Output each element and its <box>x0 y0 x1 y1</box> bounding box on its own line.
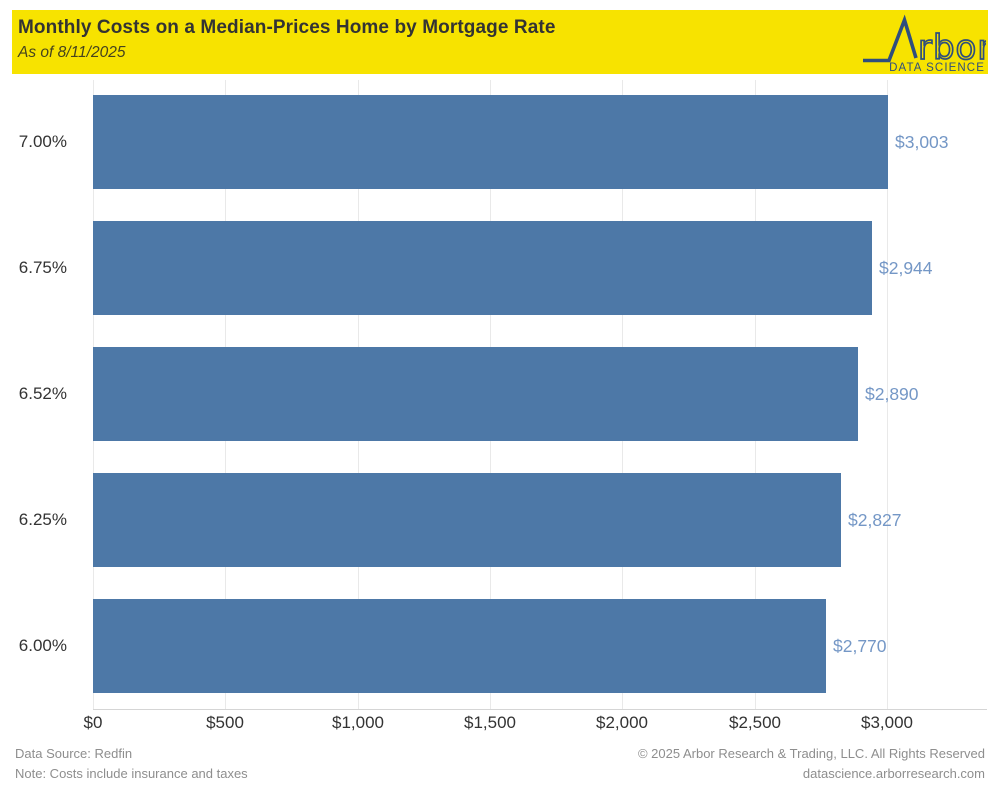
footer-left: Data Source: Redfin Note: Costs include … <box>15 744 248 784</box>
footer-url: datascience.arborresearch.com <box>802 766 985 781</box>
value-label: $2,944 <box>879 257 933 278</box>
page-subtitle: As of 8/11/2025 <box>18 44 126 61</box>
bar <box>93 221 872 315</box>
bar-row: 6.00% $2,770 <box>19 599 987 693</box>
value-label: $3,003 <box>895 131 949 152</box>
bar-row: 6.75% $2,944 <box>19 221 987 315</box>
x-tick-label: $1,500 <box>464 713 516 732</box>
category-label: 6.00% <box>18 636 67 655</box>
bar <box>93 599 826 693</box>
category-label: 6.25% <box>18 510 67 529</box>
category-label: 6.75% <box>18 258 67 277</box>
logo-graphic: rbor DATA SCIENCE <box>863 14 992 74</box>
logo-tagline: DATA SCIENCE <box>889 62 985 72</box>
bar-row: 6.52% $2,890 <box>19 347 987 441</box>
x-tick-label: $500 <box>206 713 244 732</box>
bar <box>93 95 888 189</box>
logo-peak-icon <box>863 14 918 63</box>
category-label: 6.52% <box>18 384 67 403</box>
x-axis: $0 $500 $1,000 $1,500 $2,000 $2,500 $3,000 <box>84 713 987 739</box>
footer-source: Data Source: Redfin <box>15 746 133 761</box>
bar-chart: 7.00% $3,003 6.75% $2,944 6.52% $2,890 6… <box>19 80 987 710</box>
header-band: Monthly Costs on a Median-Prices Home by… <box>12 10 992 74</box>
arbor-logo: rbor DATA SCIENCE <box>862 12 992 74</box>
footer-note: Note: Costs include insurance and taxes <box>15 766 248 781</box>
footer-copyright: © 2025 Arbor Research & Trading, LLC. Al… <box>637 746 985 761</box>
bar-row: 7.00% $3,003 <box>19 95 987 189</box>
x-tick-label: $2,000 <box>596 713 648 732</box>
value-label: $2,890 <box>865 383 919 404</box>
value-label: $2,827 <box>848 509 902 530</box>
bar-row: 6.25% $2,827 <box>19 473 987 567</box>
x-tick-label: $2,500 <box>729 713 781 732</box>
bar <box>93 473 841 567</box>
value-label: $2,770 <box>833 635 887 656</box>
category-label: 7.00% <box>18 132 67 151</box>
x-tick-label: $1,000 <box>332 713 384 732</box>
page-title: Monthly Costs on a Median-Prices Home by… <box>18 17 556 38</box>
bar <box>93 347 858 441</box>
x-tick-label: $0 <box>83 713 103 732</box>
logo-wordmark: rbor <box>918 28 986 68</box>
gridline <box>887 80 888 709</box>
footer-right: © 2025 Arbor Research & Trading, LLC. Al… <box>638 744 985 784</box>
x-tick-label: $3,000 <box>861 713 913 732</box>
